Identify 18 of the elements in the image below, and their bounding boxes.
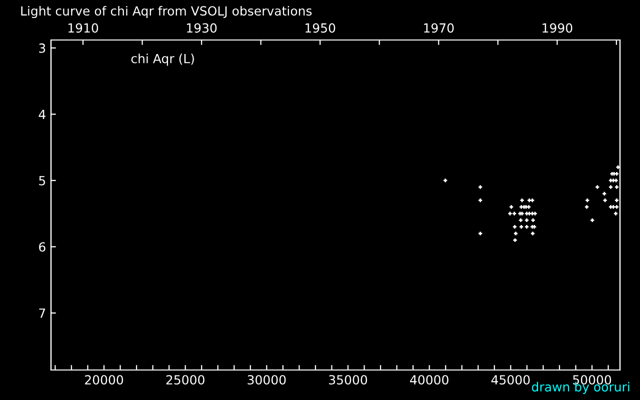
x2-tick-label: 1950 [306,23,336,33]
x-tick-label: 25000 [166,375,204,385]
x-tick-label: 20000 [85,375,124,385]
x-tick-label: 30000 [248,375,286,385]
y-tick-label: 6 [39,242,46,252]
x2-tick-label: 1970 [424,23,454,33]
chart-title: Light curve of chi Aqr from VSOLJ observations [21,6,312,18]
y-tick-label: 7 [39,308,46,318]
x-tick-label: 35000 [329,375,368,385]
x2-tick-label: 1990 [542,23,572,33]
x2-tick-label: 1930 [187,23,217,33]
x2-tick-label: 1910 [68,23,98,33]
y-tick-label: 5 [39,176,46,186]
x-tick-label: 40000 [410,375,448,385]
annotation: chi Aqr (L) [131,54,194,66]
y-tick-label: 4 [38,110,46,119]
y-tick-label: 3 [39,43,46,53]
x-tick-label: 45000 [491,375,530,385]
